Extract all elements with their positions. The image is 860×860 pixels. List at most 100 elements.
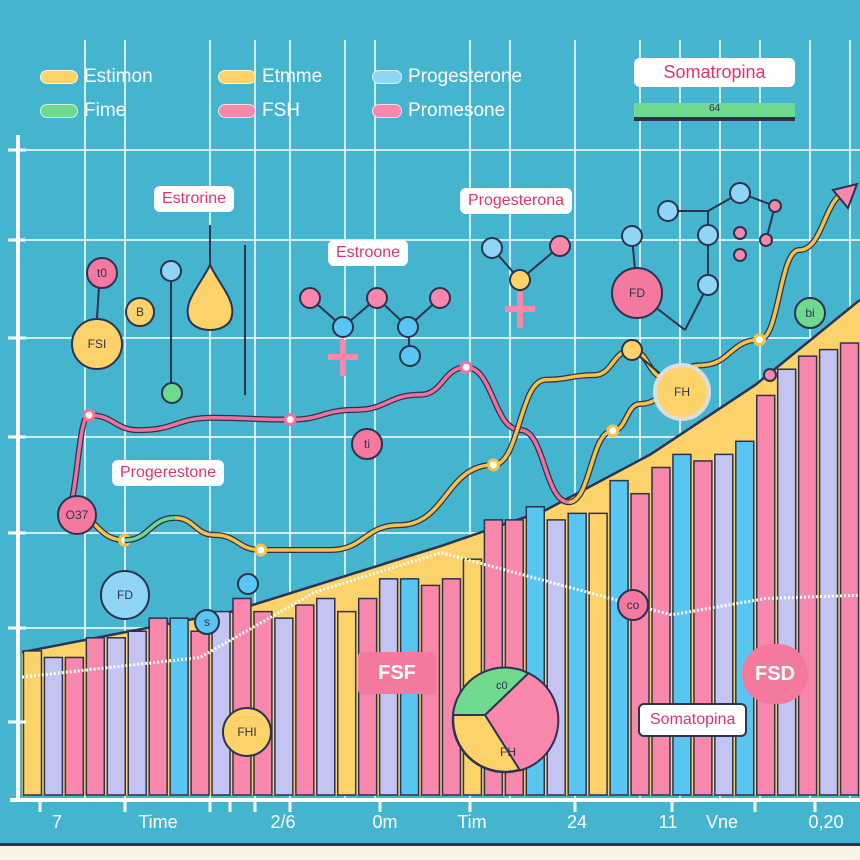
bar xyxy=(295,604,315,796)
legend-swatch xyxy=(40,104,78,118)
bar xyxy=(127,630,147,796)
molecule-atom-icon xyxy=(160,260,182,282)
somatropina-title: Somatropina xyxy=(634,58,795,87)
bubble-s: s xyxy=(194,609,220,635)
bar xyxy=(441,578,462,796)
legend-item-progesterone: Progesterone xyxy=(372,66,522,88)
somatropina-progress-bar: 64 xyxy=(634,103,795,121)
legend-swatch xyxy=(40,70,78,84)
bar xyxy=(630,492,650,796)
bar xyxy=(609,479,629,796)
bar xyxy=(588,512,608,796)
molecule-atom-icon xyxy=(697,224,719,246)
legend-label: Promesone xyxy=(408,100,506,121)
data-point xyxy=(82,408,96,422)
series-line-fsh xyxy=(64,365,570,512)
bar xyxy=(651,466,671,796)
bar xyxy=(546,519,566,796)
x-tick-label: 24 xyxy=(566,812,588,832)
label-fsf: FSF xyxy=(358,652,436,694)
area-outline xyxy=(21,298,860,654)
bubble-b: B xyxy=(125,297,155,327)
legend-label: Etmme xyxy=(262,66,323,87)
bubble-fh: FH xyxy=(653,363,711,421)
bar xyxy=(693,460,713,796)
label-fsd: FSD xyxy=(742,644,808,704)
molecule-atom-icon xyxy=(366,287,388,309)
bubble-ti: ti xyxy=(351,428,383,460)
molecule-atom-icon xyxy=(759,233,773,247)
legend-swatch xyxy=(218,104,256,118)
legend-item-fsh: FSH xyxy=(218,100,300,122)
x-tick-label: Time xyxy=(138,812,178,832)
label-progerestone: Progerestone xyxy=(112,460,225,486)
data-point xyxy=(254,543,268,557)
molecule-atom-icon xyxy=(657,200,679,222)
bar xyxy=(211,610,231,796)
legend-item-estimon: Estimon xyxy=(40,66,153,88)
bar xyxy=(274,617,294,796)
pie-label-top: c0 xyxy=(496,680,508,692)
legend-swatch xyxy=(372,70,402,84)
data-point xyxy=(486,458,500,472)
venus-symbol-icon xyxy=(505,306,535,312)
molecule-atom-icon xyxy=(397,316,419,338)
molecule-atom-icon xyxy=(768,199,782,213)
pie-label-bottom: FH xyxy=(500,745,516,759)
molecule-atom-icon xyxy=(399,345,421,367)
bubble-fd-pink: FD xyxy=(611,267,663,319)
pie-slice-green xyxy=(451,666,531,716)
bar xyxy=(148,617,168,796)
legend-swatch xyxy=(372,104,402,118)
bar xyxy=(232,597,252,796)
x-tick-label: 0,20 xyxy=(808,812,844,832)
x-tick-label: Tim xyxy=(457,812,487,832)
molecule-atom-icon xyxy=(697,274,719,296)
legend-label: Fime xyxy=(84,100,127,121)
x-tick-label: 7 xyxy=(51,812,63,832)
molecule-atom-icon xyxy=(733,226,747,240)
bar xyxy=(714,453,734,796)
legend-label: Progesterone xyxy=(408,66,523,87)
label-estrorine: Estrorine xyxy=(154,186,235,212)
trend-line xyxy=(21,551,860,679)
series-line-estimon xyxy=(65,189,850,552)
molecule-atom-icon xyxy=(729,182,751,204)
molecule-atom-icon xyxy=(549,235,571,257)
series-line-outline xyxy=(63,364,570,514)
x-tick-label: 0m xyxy=(372,812,398,832)
bar xyxy=(190,630,210,796)
area-fill xyxy=(22,299,860,795)
bar xyxy=(169,617,189,796)
data-point xyxy=(459,360,473,374)
legend-item-fime: Fime xyxy=(40,100,126,122)
bar xyxy=(567,512,587,796)
x-tick-label: 11 xyxy=(658,812,678,832)
bar xyxy=(839,342,860,796)
bar xyxy=(316,597,336,796)
legend-swatch xyxy=(218,70,256,84)
bar xyxy=(797,355,818,796)
data-point xyxy=(606,424,620,438)
molecule-atom-icon xyxy=(621,339,643,361)
molecule-atom-icon xyxy=(237,573,259,595)
bar xyxy=(672,453,692,796)
droplet-icon xyxy=(186,225,234,331)
bar xyxy=(776,368,797,796)
label-somatopina: Somatopina xyxy=(638,703,748,737)
legend-item-promesone: Promesone xyxy=(372,100,505,122)
molecule-atom-icon xyxy=(509,269,531,291)
bar xyxy=(43,656,64,796)
label-progesterona: Progesterona xyxy=(460,188,573,214)
molecule-atom-icon xyxy=(332,316,354,338)
venus-symbol-icon xyxy=(328,354,358,360)
bar xyxy=(85,637,106,796)
label-estroone: Estroone xyxy=(328,240,409,266)
bubble-t0: t0 xyxy=(86,257,118,289)
molecule-atom-icon xyxy=(299,287,321,309)
bubble-fsi: FSI xyxy=(71,318,123,370)
bar xyxy=(22,650,43,796)
bubble-o37: O37 xyxy=(57,495,97,535)
molecule-atom-icon xyxy=(429,287,451,309)
arrow-head-icon xyxy=(831,182,859,210)
